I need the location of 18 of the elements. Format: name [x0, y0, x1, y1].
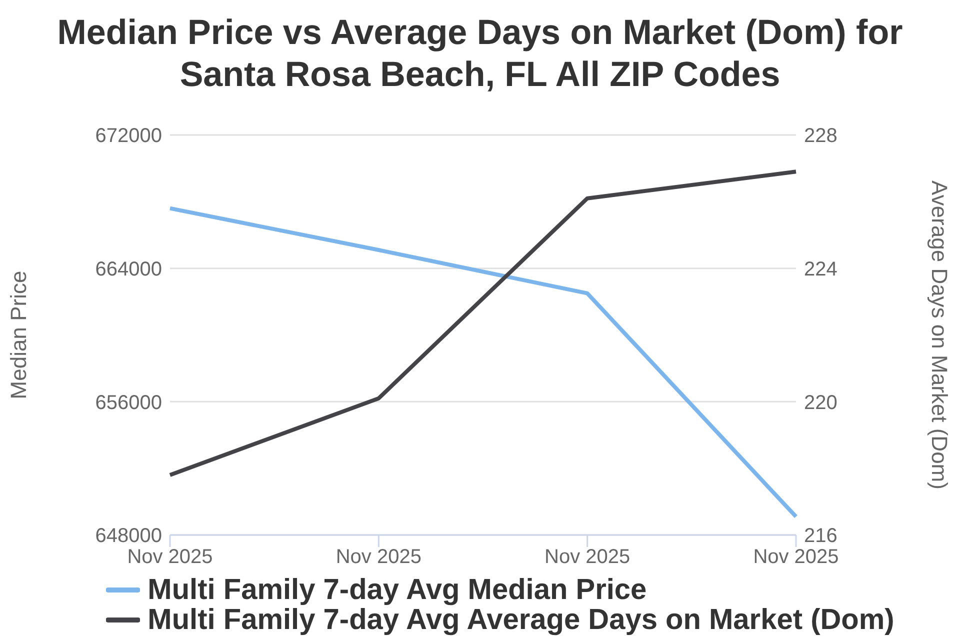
- line-series: [168, 170, 798, 477]
- chart-title: Median Price vs Average Days on Market (Dom) for Santa Rosa Beach, FL All ZIP Codes: [56, 12, 904, 96]
- y-tick-label: 656000: [95, 392, 162, 414]
- y2-tick-label: 228: [804, 125, 838, 148]
- x-tick-label: Nov 2025: [753, 546, 839, 568]
- line-series: [168, 206, 798, 519]
- y2-tick-label: 224: [804, 258, 838, 280]
- y-axis-title: Median Price: [6, 270, 31, 400]
- x-tick-label: Nov 2025: [336, 546, 422, 568]
- y-tick-label: 648000: [95, 525, 162, 548]
- y-tick-label: 664000: [95, 258, 162, 280]
- y2-tick-label: 220: [804, 392, 838, 414]
- x-tick-label: Nov 2025: [544, 546, 630, 568]
- legend-label: Multi Family 7-day Avg Median Price: [148, 574, 647, 606]
- y2-tick-label: 216: [804, 525, 838, 548]
- x-tick-label: Nov 2025: [127, 546, 213, 568]
- y2-axis-title: Average Days on Market (Dom): [927, 180, 952, 490]
- y-tick-label: 672000: [95, 125, 162, 148]
